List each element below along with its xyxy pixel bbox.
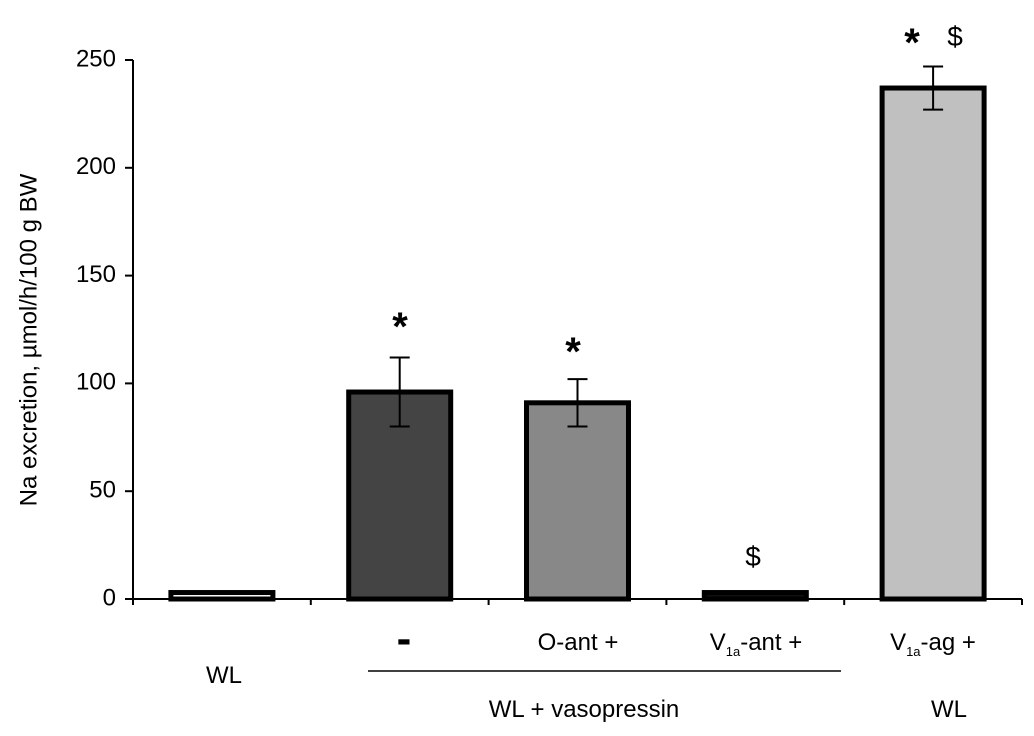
y-tick-label: 100 [76,369,116,396]
v1a-ant-rest: -ant + [740,629,802,656]
bar-1 [168,590,276,602]
group-label-wl-right: WL [931,696,967,723]
category-label-v1a-ant: V1a-ant + [710,629,803,659]
v1a-ant-v: V [710,629,726,656]
category-label-wl: WL [206,662,242,689]
bar-3 [524,400,631,602]
annotation-star-bar-2: * [392,305,408,349]
y-axis-title: Na excretion, µmol/h/100 g BW [15,173,42,506]
annotation-dollar-bar-5: $ [947,21,963,52]
annotation-star-bar-3: * [565,330,581,374]
v1a-ant-sub: 1a [726,644,741,659]
bar-5 [879,85,987,602]
v1a-ag-rest: -ag + [921,629,976,656]
y-tick-label: 0 [103,584,116,611]
category-label-o-ant: O-ant + [538,629,619,656]
y-tick-label: 200 [76,153,116,180]
bar-2 [346,389,454,602]
v1a-ag-sub: 1a [906,644,921,659]
y-tick-label: 50 [89,477,116,504]
bar-4 [701,590,809,602]
y-tick-label: 150 [76,261,116,288]
annotation-dollar-bar-4: $ [745,541,761,572]
category-label-minus: - [397,614,412,663]
group-label-vasopressin: WL + vasopressin [489,696,680,723]
category-label-v1a-ag: V1a-ag + [890,629,976,659]
v1a-ag-v: V [890,629,906,656]
annotation-star-bar-5: * [904,21,920,65]
y-tick-label: 250 [76,45,116,72]
